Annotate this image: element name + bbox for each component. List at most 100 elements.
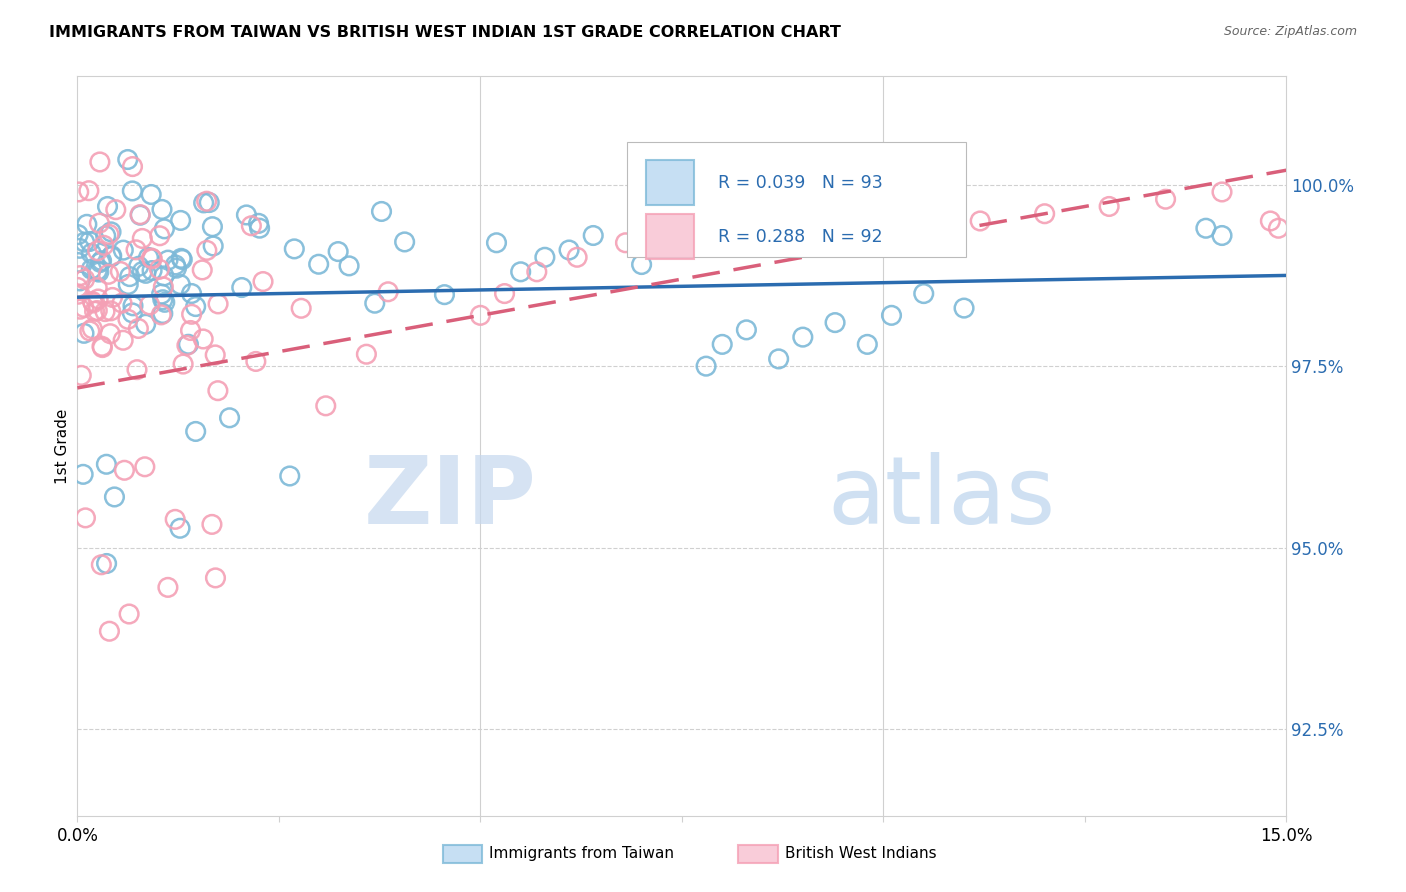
Point <box>90 558 112 572</box>
Text: Immigrants from Taiwan: Immigrants from Taiwan <box>489 847 675 861</box>
Point <box>75 511 97 525</box>
Point <box>94 228 117 243</box>
Point <box>150 202 173 217</box>
Point <box>165 512 187 526</box>
Point <box>121 184 143 198</box>
Point <box>89 255 111 269</box>
Point <box>97 268 120 282</box>
Text: Source: ZipAtlas.com: Source: ZipAtlas.com <box>1223 25 1357 38</box>
Point <box>112 463 135 477</box>
Point <box>235 208 257 222</box>
Point <box>953 301 976 315</box>
Point <box>104 202 127 217</box>
Point <box>83 304 105 318</box>
Point <box>614 235 637 250</box>
Point <box>582 228 605 243</box>
Point <box>67 287 90 301</box>
Point <box>202 239 225 253</box>
Point <box>82 322 104 336</box>
Point <box>76 217 98 231</box>
Point <box>127 321 149 335</box>
Point <box>87 265 110 279</box>
Point <box>315 399 337 413</box>
Point <box>356 347 378 361</box>
Point <box>328 244 350 259</box>
Y-axis label: 1st Grade: 1st Grade <box>55 409 70 483</box>
Point <box>67 255 90 269</box>
Point <box>630 258 652 272</box>
Point <box>70 368 93 383</box>
Point <box>96 199 118 213</box>
Point <box>169 521 191 535</box>
Point <box>101 290 124 304</box>
Point <box>100 225 122 239</box>
Point <box>67 185 90 199</box>
Point <box>727 214 749 228</box>
Point <box>152 306 174 320</box>
Point <box>377 285 399 299</box>
Point <box>100 303 122 318</box>
Point <box>165 258 187 272</box>
Point <box>856 199 879 213</box>
Point <box>1195 221 1218 235</box>
Point <box>485 235 508 250</box>
Point <box>180 324 202 338</box>
Point <box>509 265 531 279</box>
Point <box>1098 199 1121 213</box>
Point <box>153 295 176 310</box>
Point <box>135 317 157 331</box>
Point <box>73 272 96 286</box>
Point <box>117 312 139 326</box>
Point <box>69 274 91 288</box>
Point <box>856 337 879 351</box>
Point <box>193 332 215 346</box>
Point <box>792 330 814 344</box>
Point <box>91 339 114 353</box>
Point <box>526 265 548 279</box>
Point <box>82 296 104 310</box>
Point <box>337 259 360 273</box>
Point <box>98 326 121 341</box>
Point <box>86 280 108 294</box>
Point <box>129 208 152 222</box>
Point <box>148 262 170 277</box>
Point <box>67 227 90 242</box>
Point <box>150 287 173 301</box>
Point <box>169 277 191 292</box>
Point <box>180 307 202 321</box>
Point <box>180 286 202 301</box>
Point <box>153 222 176 236</box>
Point <box>77 184 100 198</box>
Point <box>118 269 141 284</box>
Text: atlas: atlas <box>827 452 1056 544</box>
Point <box>201 517 224 532</box>
Point <box>1033 207 1056 221</box>
Point <box>1211 185 1233 199</box>
Point <box>824 316 846 330</box>
Point <box>170 252 193 266</box>
Point <box>735 323 758 337</box>
Point <box>193 195 215 210</box>
Point <box>73 326 96 341</box>
Point <box>150 308 173 322</box>
Point <box>152 293 174 307</box>
Point <box>121 306 143 320</box>
Point <box>394 235 416 249</box>
Point <box>176 338 198 352</box>
Point <box>207 384 229 398</box>
Text: ZIP: ZIP <box>364 452 537 544</box>
Point <box>191 263 214 277</box>
Text: British West Indians: British West Indians <box>785 847 936 861</box>
Point <box>912 286 935 301</box>
Point <box>218 410 240 425</box>
Point <box>96 457 118 471</box>
Text: R = 0.288   N = 92: R = 0.288 N = 92 <box>718 227 883 245</box>
Point <box>72 467 94 482</box>
FancyBboxPatch shape <box>645 214 695 259</box>
Point <box>247 216 270 230</box>
Point <box>66 280 89 294</box>
Point <box>131 231 153 245</box>
Point <box>153 268 176 283</box>
Point <box>204 348 226 362</box>
Point <box>278 469 301 483</box>
